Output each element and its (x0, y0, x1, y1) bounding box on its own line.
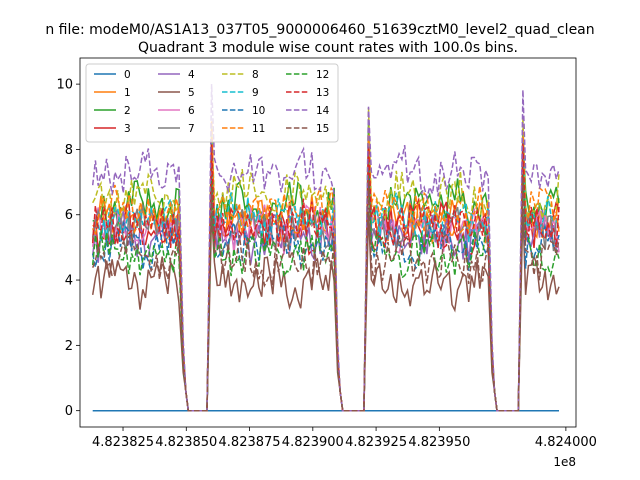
series-15-line (92, 177, 560, 412)
legend-label-5: 5 (188, 87, 195, 99)
legend-label-7: 7 (188, 123, 195, 135)
legend-label-4: 4 (188, 69, 195, 81)
y-tick-label-2: 4 (65, 274, 73, 289)
legend-label-6: 6 (188, 105, 195, 117)
legend-label-1: 1 (124, 87, 131, 99)
legend-label-8: 8 (252, 69, 259, 81)
x-tick-label-6: 4.824000 (535, 435, 597, 450)
y-tick-label-0: 0 (65, 404, 73, 419)
legend-label-2: 2 (124, 105, 131, 117)
series-14-line (91, 83, 560, 412)
legend-label-14: 14 (316, 105, 330, 117)
series-4-line (91, 148, 560, 412)
legend-label-13: 13 (316, 87, 329, 99)
chart-suptitle: n file: modeM0/AS1A13_037T05_9000006460_… (45, 22, 594, 38)
x-tick-label-5: 4.823950 (408, 435, 470, 450)
series-8-line (92, 107, 560, 412)
series-layer (91, 83, 560, 412)
y-tick-label-5: 10 (56, 78, 73, 93)
x-tick-label-2: 4.823875 (219, 435, 281, 450)
y-axis: 0 2 4 6 8 10 (56, 78, 80, 419)
legend-label-9: 9 (252, 87, 259, 99)
x-tick-label-3: 4.823900 (282, 435, 344, 450)
x-tick-label-0: 4.823825 (92, 435, 154, 450)
x-tick-label-4: 4.823925 (345, 435, 407, 450)
series-13-line (91, 143, 560, 412)
chart-title: Quadrant 3 module wise count rates with … (138, 40, 518, 56)
legend-label-15: 15 (316, 123, 329, 135)
x-axis: 4.823825 4.823850 4.823875 4.823900 4.823925… (92, 427, 597, 450)
series-5-line (91, 208, 560, 412)
legend-label-10: 10 (252, 105, 265, 117)
legend-label-12: 12 (316, 69, 329, 81)
y-tick-label-3: 6 (65, 208, 73, 223)
legend-box (85, 63, 339, 143)
legend-label-11: 11 (252, 123, 265, 135)
x-tick-label-1: 4.823850 (155, 435, 217, 450)
y-tick-label-1: 2 (65, 339, 73, 354)
series-11-line (92, 120, 560, 412)
legend-label-0: 0 (124, 69, 131, 81)
legend-label-3: 3 (124, 123, 131, 135)
plot-border (79, 57, 577, 428)
x-offset-label: 1e8 (553, 455, 576, 469)
y-tick-label-4: 8 (65, 143, 73, 158)
